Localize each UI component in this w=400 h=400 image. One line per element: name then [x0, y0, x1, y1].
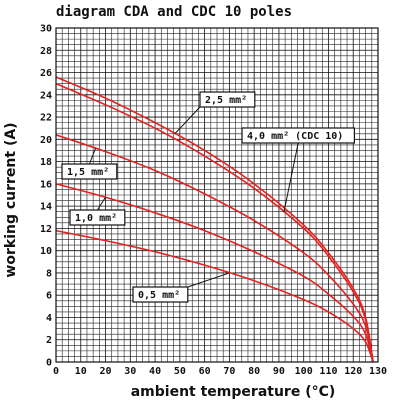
x-tick-label: 30: [124, 366, 136, 377]
x-tick-label: 10: [75, 366, 87, 377]
y-tick-label: 12: [40, 224, 52, 235]
y-tick-label: 30: [40, 24, 52, 35]
series-line-2: [55, 134, 374, 363]
chart-title: diagram CDA and CDC 10 poles: [56, 4, 292, 20]
series-curves: [55, 76, 374, 363]
callout-leader: [187, 272, 230, 288]
plot-frame: [55, 27, 379, 363]
callout-1: 4,0 mm² (CDC 10): [241, 127, 356, 213]
y-tick-label: 0: [46, 358, 52, 369]
y-tick-label: 28: [40, 46, 52, 57]
y-tick-label: 2: [46, 335, 52, 346]
x-tick-label: 40: [149, 366, 161, 377]
y-tick-label: 20: [40, 135, 52, 146]
callout-0: 2,5 mm²: [174, 91, 256, 135]
x-axis-ticks: 0 10 20 30 40 50 60 70 80 90 100 110 120 130: [53, 366, 387, 377]
x-tick-label: 120: [344, 366, 362, 377]
callout-4: 0,5 mm²: [132, 272, 230, 303]
callout-3: 1,0 mm²: [69, 196, 126, 226]
y-tick-label: 14: [40, 202, 52, 213]
x-tick-label: 60: [199, 366, 211, 377]
series-callouts: 2,5 mm² 4,0 mm² (CDC 10) 1,5 mm² 1,0 mm² 0,5…: [61, 91, 356, 303]
y-tick-label: 16: [40, 179, 52, 190]
callout-label: 2,5 mm²: [205, 95, 247, 106]
callout-2: 1,5 mm²: [61, 148, 118, 180]
callout-label: 1,5 mm²: [67, 167, 109, 178]
x-tick-label: 100: [295, 366, 313, 377]
grid: [55, 27, 379, 363]
callout-label: 4,0 mm² (CDC 10): [247, 131, 343, 142]
series-line-0: [55, 76, 374, 363]
series-line-4: [55, 229, 374, 363]
x-tick-label: 110: [319, 366, 337, 377]
x-tick-label: 80: [248, 366, 260, 377]
callout-label: 1,0 mm²: [75, 213, 117, 224]
y-tick-label: 6: [46, 291, 52, 302]
callout-leader: [283, 142, 299, 213]
y-tick-label: 8: [46, 268, 52, 279]
callout-box: [199, 91, 256, 108]
x-tick-label: 50: [174, 366, 186, 377]
x-tick-label: 20: [100, 366, 112, 377]
callout-box: [132, 286, 189, 303]
callout-box: [69, 209, 126, 226]
callout-leader: [88, 148, 97, 165]
y-tick-label: 22: [40, 113, 52, 124]
series-line-3: [55, 183, 374, 363]
callout-box: [61, 163, 118, 180]
series-line-1: [55, 82, 374, 363]
callout-leader: [174, 106, 201, 135]
y-axis-label: working current (A): [3, 122, 19, 277]
y-tick-label: 24: [40, 90, 52, 101]
y-tick-label: 10: [40, 246, 52, 257]
x-tick-label: 0: [53, 366, 59, 377]
y-tick-label: 4: [46, 313, 52, 324]
x-tick-label: 70: [223, 366, 235, 377]
y-tick-label: 18: [40, 157, 52, 168]
x-tick-label: 130: [369, 366, 387, 377]
x-axis-label: ambient temperature (°C): [131, 384, 336, 400]
x-tick-label: 90: [273, 366, 285, 377]
callout-box: [241, 127, 356, 144]
callout-label: 0,5 mm²: [138, 290, 180, 301]
y-tick-label: 26: [40, 68, 52, 79]
callout-leader: [96, 196, 106, 211]
